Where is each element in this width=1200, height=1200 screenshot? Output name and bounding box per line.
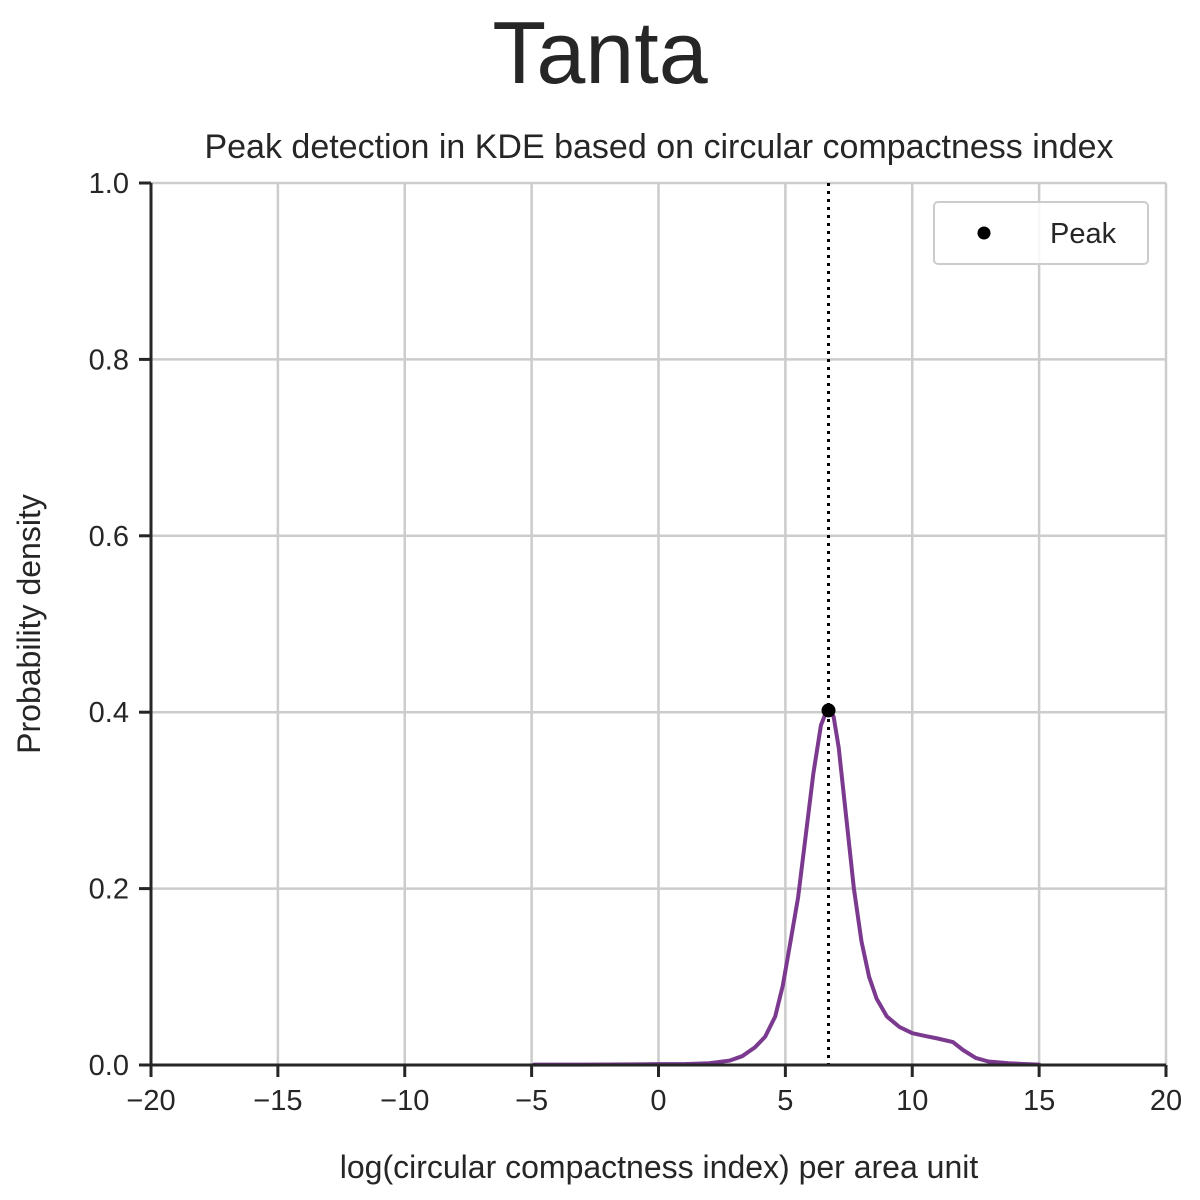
x-tick-label: −15 xyxy=(253,1085,302,1117)
legend-peak-label: Peak xyxy=(1050,218,1117,250)
y-tick-label: 0.2 xyxy=(89,874,129,906)
chart-title: Peak detection in KDE based on circular … xyxy=(204,128,1113,166)
y-tick-label: 0.8 xyxy=(89,344,129,376)
x-tick-label: 20 xyxy=(1150,1085,1182,1117)
y-axis-label: Probability density xyxy=(11,494,47,754)
y-tick-label: 1.0 xyxy=(89,168,129,200)
y-axis-ticks: 0.0 0.2 0.4 0.6 0.8 1.0 xyxy=(89,168,151,1082)
legend-box xyxy=(933,201,1149,265)
x-tick-label: 15 xyxy=(1023,1085,1055,1117)
x-tick-label: −20 xyxy=(126,1085,175,1117)
figure-title: Tanta xyxy=(492,3,707,102)
grid xyxy=(151,181,1168,1065)
x-tick-label: 5 xyxy=(777,1085,793,1117)
y-tick-label: 0.0 xyxy=(89,1050,129,1082)
y-tick-label: 0.6 xyxy=(89,521,129,553)
x-tick-label: 10 xyxy=(896,1085,928,1117)
x-tick-label: 0 xyxy=(650,1085,666,1117)
x-axis-ticks: −20 −15 −10 −5 0 5 10 15 20 xyxy=(126,1065,1182,1117)
legend: Peak xyxy=(933,201,1149,265)
legend-peak-marker xyxy=(977,226,991,240)
x-tick-label: −10 xyxy=(380,1085,429,1117)
peak-point xyxy=(821,703,836,718)
x-axis-label: log(circular compactness index) per area… xyxy=(340,1149,979,1185)
x-tick-label: −5 xyxy=(515,1085,548,1117)
y-tick-label: 0.4 xyxy=(89,697,129,729)
peak-layer xyxy=(821,183,836,1065)
